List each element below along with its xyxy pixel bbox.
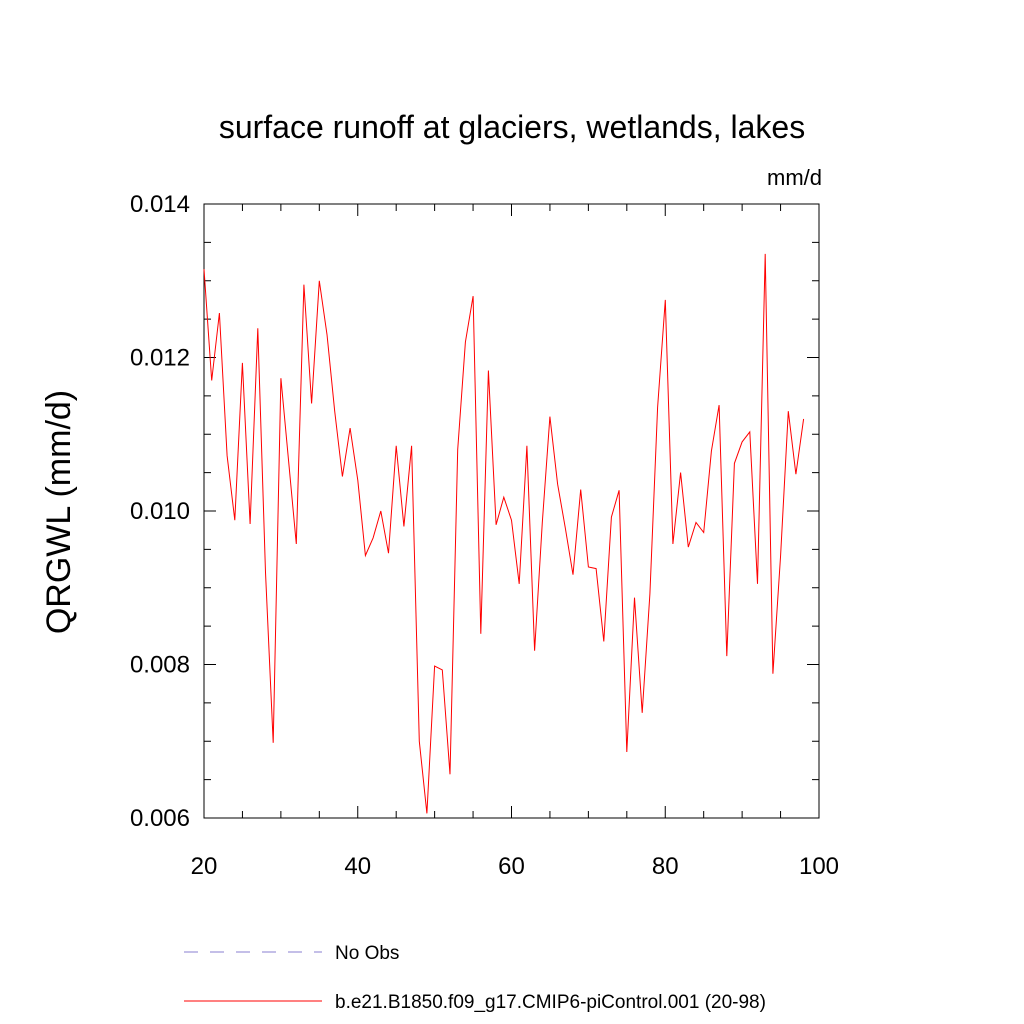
x-tick-label: 60	[498, 853, 525, 880]
x-tick-label: 80	[652, 853, 679, 880]
y-tick-label: 0.008	[130, 652, 190, 679]
series-layer	[203, 253, 805, 814]
x-tick-label: 40	[344, 853, 371, 880]
x-tick-label: 20	[191, 853, 218, 880]
x-tick-label: 100	[799, 853, 839, 880]
y-axis-label: QRGWL (mm/d)	[40, 390, 78, 634]
series-line	[203, 253, 805, 814]
y-tick-label: 0.014	[130, 191, 190, 218]
chart-title: surface runoff at glaciers, wetlands, la…	[219, 109, 805, 145]
legend-label: b.e21.B1850.f09_g17.CMIP6-piControl.001 …	[335, 992, 766, 1013]
legend: No Obs b.e21.B1850.f09_g17.CMIP6-piContro…	[184, 943, 766, 1013]
y-tick-label: 0.010	[130, 498, 190, 525]
legend-label: No Obs	[335, 943, 399, 964]
plot-frame	[203, 203, 820, 819]
plot-axes: 0.006 0.008 0.010 0.012 0.014 20 40 60 80 100	[130, 191, 839, 880]
units-label: mm/d	[767, 165, 822, 190]
y-tick-label: 0.006	[130, 805, 190, 832]
y-tick-label: 0.012	[130, 345, 190, 372]
